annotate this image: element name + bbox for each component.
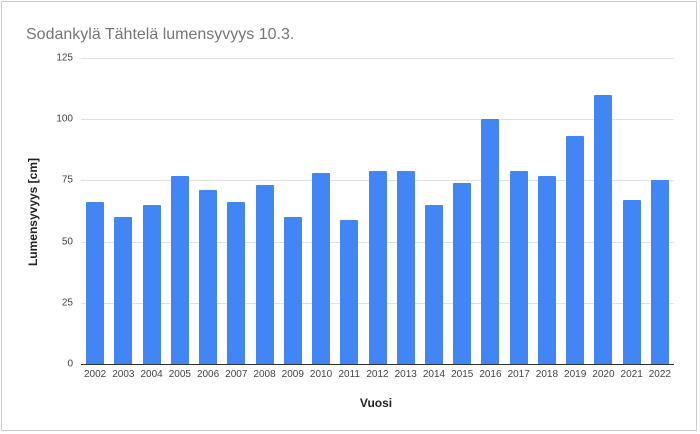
y-tick-label: 100 <box>56 113 73 125</box>
gridline <box>81 364 674 365</box>
chart-title: Sodankylä Tähtelä lumensyvyys 10.3. <box>26 26 295 43</box>
x-tick-label: 2019 <box>564 369 587 380</box>
y-tick-label: 25 <box>61 297 73 309</box>
gridline <box>81 58 674 59</box>
x-tick-label: 2022 <box>648 369 671 380</box>
bar-2010[interactable] <box>312 173 331 364</box>
x-tick-label: 2021 <box>620 369 643 380</box>
x-tick-label: 2003 <box>112 369 135 380</box>
bar-2006[interactable] <box>199 190 218 364</box>
y-tick-label: 50 <box>61 236 73 248</box>
bar-2013[interactable] <box>396 170 415 364</box>
x-tick-label: 2009 <box>281 369 304 380</box>
x-tick-label: 2010 <box>309 369 333 380</box>
bar-2016[interactable] <box>481 119 500 364</box>
x-tick-label: 2011 <box>338 369 360 380</box>
x-tick-label: 2012 <box>366 369 389 380</box>
bar-2008[interactable] <box>255 185 274 364</box>
bar-2009[interactable] <box>283 217 302 364</box>
bar-2017[interactable] <box>509 170 528 364</box>
bar-2021[interactable] <box>622 199 641 364</box>
plot-area: 0 25 50 75 100 125 2002 2003 2004 2005 2006 2007 200… <box>56 53 674 380</box>
gridline <box>81 119 674 121</box>
x-tick-label: 2005 <box>168 369 191 380</box>
bar-2002[interactable] <box>86 202 105 364</box>
x-tick-label: 2004 <box>140 369 163 380</box>
bar-2011[interactable] <box>340 219 359 364</box>
bar-2012[interactable] <box>368 170 387 364</box>
bar-2015[interactable] <box>453 182 472 364</box>
x-tick-label: 2014 <box>422 369 446 380</box>
bar-2020[interactable] <box>594 94 613 364</box>
x-tick-label: 2008 <box>253 369 276 380</box>
x-axis-label: Vuosi <box>359 396 393 410</box>
bar-2004[interactable] <box>142 204 161 364</box>
bar-2022[interactable] <box>650 180 669 364</box>
x-tick-label: 2020 <box>592 369 615 380</box>
bar-2005[interactable] <box>170 175 189 364</box>
x-tick-label: 2018 <box>535 369 559 380</box>
x-tick-label: 2015 <box>451 369 474 380</box>
x-tick-label: 2006 <box>196 369 220 380</box>
y-tick-label: 0 <box>67 358 73 370</box>
bar-2014[interactable] <box>424 204 443 364</box>
y-tick-label: 75 <box>61 174 73 186</box>
x-tick-label: 2013 <box>394 369 417 380</box>
x-tick-label: 2017 <box>507 369 530 380</box>
x-tick-label: 2016 <box>479 369 502 380</box>
bar-2003[interactable] <box>114 217 133 364</box>
x-tick-label: 2007 <box>225 369 248 380</box>
x-tick-label: 2002 <box>83 369 107 380</box>
bar-2018[interactable] <box>537 175 556 364</box>
bar-2019[interactable] <box>566 136 585 364</box>
y-tick-label: 125 <box>56 52 73 64</box>
bar-2007[interactable] <box>227 202 246 364</box>
